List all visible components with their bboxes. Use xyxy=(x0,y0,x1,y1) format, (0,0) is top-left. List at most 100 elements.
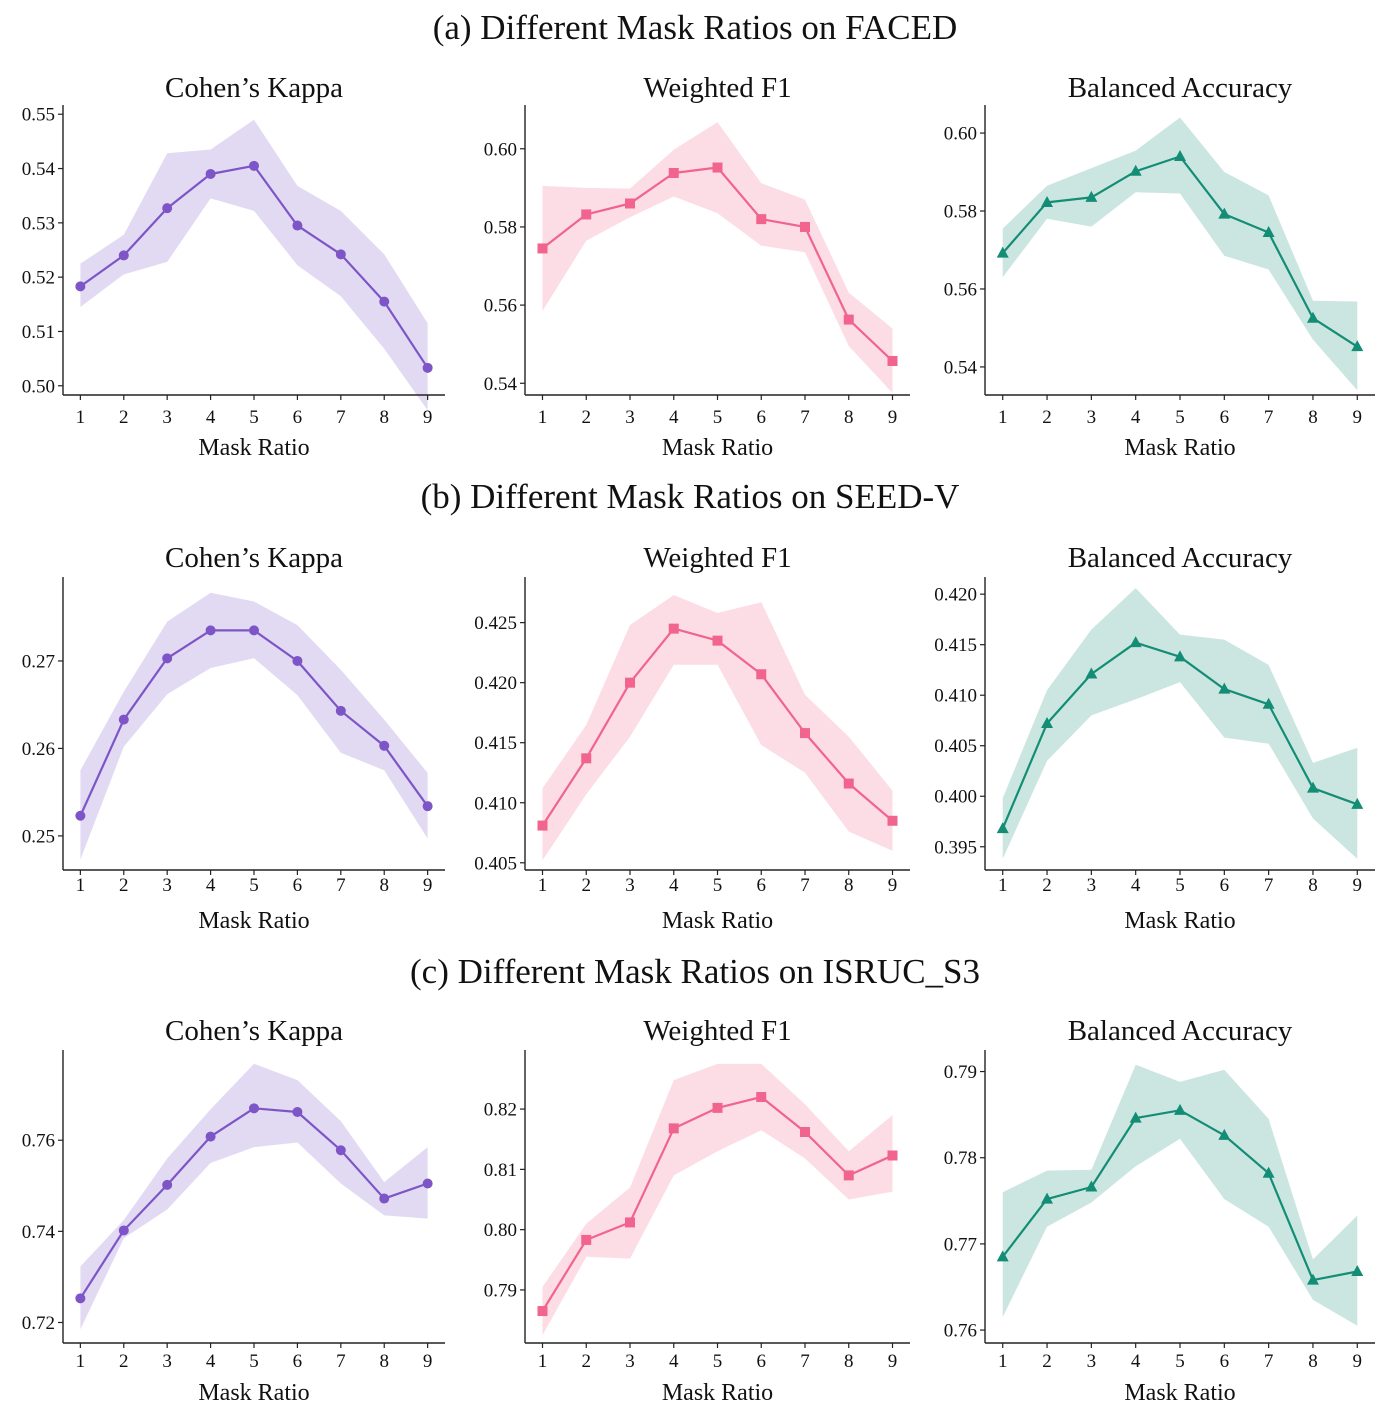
y-tick-label: 0.54 xyxy=(22,159,56,180)
panel-2-2: Balanced Accuracy 0.76 0.77 0.78 0.79 1 2 3 4 5 6 7… xyxy=(944,1015,1375,1406)
data-point xyxy=(292,220,303,231)
x-tick-label: 3 xyxy=(625,407,635,428)
y-tick-label: 0.25 xyxy=(22,826,55,847)
data-point xyxy=(581,753,592,764)
panel-0-0: Cohen’s Kappa 0.50 0.51 0.52 0.53 0.54 0.55 1 2 3… xyxy=(22,72,445,461)
y-tick-label: 0.56 xyxy=(944,279,977,300)
data-point xyxy=(422,362,433,373)
y-tick-label: 0.400 xyxy=(934,787,977,808)
x-tick-label: 5 xyxy=(1175,875,1185,896)
x-tick-label: 6 xyxy=(293,407,303,428)
data-point xyxy=(800,1126,810,1137)
panel-title: Balanced Accuracy xyxy=(1068,1015,1293,1047)
data-point xyxy=(712,1102,723,1113)
data-point xyxy=(205,1131,216,1142)
data-point xyxy=(843,1170,854,1181)
x-tick-label: 4 xyxy=(206,875,216,896)
data-point xyxy=(537,243,548,254)
y-tick-label: 0.82 xyxy=(484,1100,517,1121)
x-tick-label: 7 xyxy=(800,1351,810,1372)
data-point xyxy=(996,822,1009,834)
x-tick-label: 5 xyxy=(249,1351,259,1372)
x-tick-label: 7 xyxy=(1264,1351,1274,1372)
x-tick-label: 2 xyxy=(1042,407,1052,428)
panel-title: Cohen’s Kappa xyxy=(165,542,343,574)
y-tick-label: 0.80 xyxy=(484,1220,517,1241)
x-axis-label: Mask Ratio xyxy=(1124,908,1235,934)
data-point xyxy=(75,810,86,821)
data-point xyxy=(1041,1192,1054,1204)
x-axis-label: Mask Ratio xyxy=(198,435,309,461)
x-tick-label: 5 xyxy=(713,1351,723,1372)
data-point xyxy=(422,801,433,812)
x-tick-label: 1 xyxy=(76,875,86,896)
x-tick-label: 9 xyxy=(423,875,433,896)
x-tick-label: 3 xyxy=(625,1351,635,1372)
x-tick-label: 7 xyxy=(800,407,810,428)
y-tick-label: 0.54 xyxy=(944,357,978,378)
data-point xyxy=(422,1178,433,1189)
y-tick-label: 0.79 xyxy=(484,1280,517,1301)
panel-1-0: Cohen’s Kappa 0.25 0.26 0.27 1 2 3 4 5 6 7 8 9 Mask R… xyxy=(22,542,445,934)
data-point xyxy=(1306,781,1319,793)
data-point xyxy=(1129,636,1142,648)
x-axis-label: Mask Ratio xyxy=(662,1380,773,1406)
data-point xyxy=(379,296,390,307)
data-point xyxy=(843,314,854,325)
data-point xyxy=(292,655,303,666)
data-point xyxy=(1351,340,1364,352)
x-tick-label: 2 xyxy=(119,407,129,428)
data-point xyxy=(1129,164,1142,176)
data-point xyxy=(1218,1128,1231,1140)
x-tick-label: 6 xyxy=(1220,1351,1230,1372)
x-tick-label: 8 xyxy=(379,407,389,428)
x-tick-label: 1 xyxy=(76,1351,86,1372)
x-tick-label: 5 xyxy=(713,875,723,896)
y-tick-label: 0.74 xyxy=(22,1222,56,1243)
x-tick-label: 8 xyxy=(844,407,854,428)
y-tick-label: 0.50 xyxy=(22,376,55,397)
data-point xyxy=(625,677,635,688)
panel-2-0: Cohen’s Kappa 0.72 0.74 0.76 1 2 3 4 5 6 7 8 9 Mask R… xyxy=(22,1015,445,1406)
data-point xyxy=(1041,717,1054,728)
data-point xyxy=(1218,682,1231,694)
panel-title: Balanced Accuracy xyxy=(1068,542,1293,574)
data-point xyxy=(712,162,723,173)
x-tick-label: 8 xyxy=(844,875,854,896)
data-point xyxy=(118,1225,129,1236)
x-tick-label: 5 xyxy=(1175,1351,1185,1372)
data-point xyxy=(379,1193,390,1204)
data-point xyxy=(1129,1111,1142,1123)
data-point xyxy=(581,209,592,220)
x-tick-label: 7 xyxy=(336,875,346,896)
y-tick-label: 0.27 xyxy=(22,651,55,672)
y-tick-label: 0.405 xyxy=(934,736,977,757)
x-tick-label: 9 xyxy=(888,407,898,428)
data-point xyxy=(1085,1180,1098,1192)
x-tick-label: 5 xyxy=(249,407,259,428)
y-tick-label: 0.77 xyxy=(944,1234,977,1255)
data-point xyxy=(1174,650,1186,662)
data-point xyxy=(1041,195,1054,207)
x-axis-label: Mask Ratio xyxy=(198,908,309,934)
panel-0-2: Balanced Accuracy 0.54 0.56 0.58 0.60 1 2 3 4 5 6 7… xyxy=(944,72,1375,461)
data-point xyxy=(537,820,548,831)
y-tick-label: 0.55 xyxy=(22,105,55,126)
data-point xyxy=(800,221,810,232)
data-point xyxy=(1085,667,1098,679)
panel-title: Cohen’s Kappa xyxy=(165,1015,343,1047)
x-tick-label: 9 xyxy=(888,1351,898,1372)
x-tick-label: 3 xyxy=(1087,875,1097,896)
panel-1-1: Weighted F1 0.405 0.410 0.415 0.420 0.425 1 2 3 4… xyxy=(474,542,910,934)
panel-title: Weighted F1 xyxy=(643,1015,791,1047)
data-point xyxy=(1306,1273,1319,1285)
x-tick-label: 4 xyxy=(1131,875,1141,896)
data-point xyxy=(379,740,390,751)
y-tick-label: 0.60 xyxy=(484,139,517,160)
data-point xyxy=(625,198,635,209)
y-tick-label: 0.410 xyxy=(474,793,517,814)
data-point xyxy=(887,355,898,366)
x-tick-label: 9 xyxy=(1353,407,1363,428)
x-tick-label: 2 xyxy=(582,875,592,896)
